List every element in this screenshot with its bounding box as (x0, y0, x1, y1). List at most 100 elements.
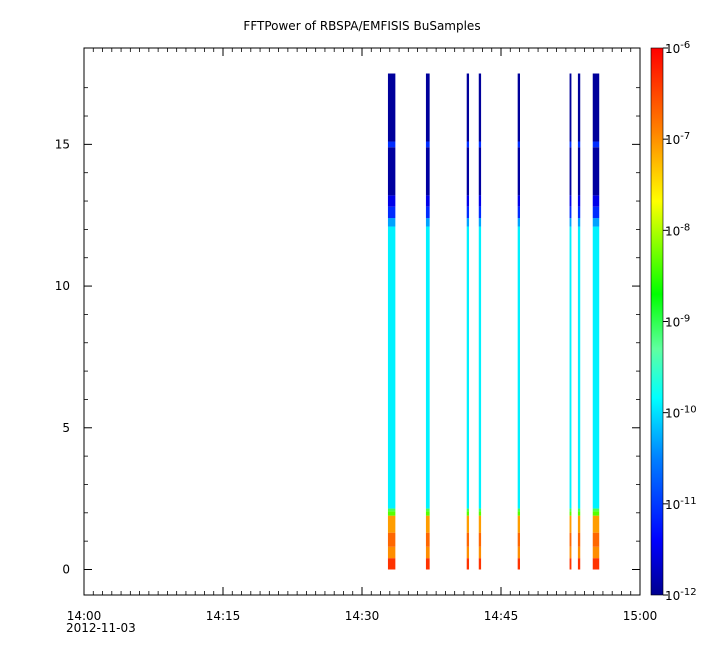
y-tick-label: 15 (55, 137, 70, 151)
burst-3-cell-11 (466, 147, 470, 196)
x-tick-label: 15:00 (623, 609, 658, 623)
burst-8-cell-8 (592, 218, 600, 227)
burst-7-cell-12 (577, 141, 581, 148)
burst-4-cell-10 (478, 195, 482, 207)
burst-4-cell-9 (478, 206, 482, 219)
burst-7-cell-2 (577, 546, 581, 559)
burst-3-cell-7 (466, 226, 470, 509)
burst-4-cell-8 (478, 218, 482, 227)
burst-1-cell-11 (387, 147, 396, 196)
burst-1-cell-2 (387, 546, 396, 559)
burst-1-cell-13 (387, 73, 396, 142)
burst-1-cell-3 (387, 532, 396, 547)
colorbar-tick-label: 10-12 (665, 587, 697, 603)
burst-6-cell-3 (569, 532, 572, 547)
burst-8-cell-7 (592, 226, 600, 509)
burst-8-cell-2 (592, 546, 600, 559)
burst-8-cell-6 (592, 508, 600, 512)
burst-8-cell-1 (592, 558, 600, 570)
colorbar: 10-6 10-7 10-8 10-9 10-10 10-11 10-12 (650, 40, 697, 603)
burst-6-cell-10 (569, 195, 572, 207)
burst-2-cell-1 (425, 558, 430, 570)
burst-8 (592, 73, 600, 570)
x-tick-label: 14:45 (484, 609, 519, 623)
burst-7-cell-8 (577, 218, 581, 227)
burst-6-cell-1 (569, 558, 572, 570)
burst-5-cell-11 (517, 147, 520, 196)
burst-5-cell-7 (517, 226, 520, 509)
burst-6 (569, 73, 572, 570)
colorbar-tick-label: 10-10 (665, 405, 697, 421)
burst-3-cell-4 (466, 515, 470, 533)
burst-8-cell-12 (592, 141, 600, 148)
burst-4 (478, 73, 482, 570)
burst-1-cell-8 (387, 218, 396, 227)
colorbar-ticks: 10-6 10-7 10-8 10-9 10-10 10-11 10-12 (663, 40, 697, 603)
burst-1-cell-4 (387, 515, 396, 533)
burst-3-cell-2 (466, 546, 470, 559)
burst-2-cell-12 (425, 141, 430, 148)
plot-area (83, 47, 641, 596)
burst-4-cell-3 (478, 532, 482, 547)
burst-4-cell-11 (478, 147, 482, 196)
burst-6-cell-9 (569, 206, 572, 219)
burst-5-cell-4 (517, 515, 520, 533)
burst-4-cell-13 (478, 73, 482, 142)
burst-3-cell-8 (466, 218, 470, 227)
burst-1-cell-6 (387, 508, 396, 512)
x-axis: 14:00 14:15 14:30 14:45 15:00 (67, 48, 658, 623)
burst-2 (425, 73, 430, 570)
burst-1-cell-12 (387, 141, 396, 148)
burst-7-cell-4 (577, 515, 581, 533)
burst-4-cell-4 (478, 515, 482, 533)
y-tick-label: 10 (55, 279, 70, 293)
x-tick-label: 14:00 (67, 609, 102, 623)
burst-3-cell-9 (466, 206, 470, 219)
burst-5-cell-13 (517, 73, 520, 142)
burst-8-cell-3 (592, 532, 600, 547)
y-tick-label: 5 (62, 421, 70, 435)
burst-7-cell-7 (577, 226, 581, 509)
burst-7-cell-9 (577, 206, 581, 219)
burst-2-cell-4 (425, 515, 430, 533)
burst-1-cell-1 (387, 558, 396, 570)
x-tick-label: 14:15 (206, 609, 241, 623)
burst-8-cell-11 (592, 147, 600, 196)
colorbar-gradient (650, 47, 664, 596)
burst-1-cell-7 (387, 226, 396, 509)
burst-8-cell-4 (592, 515, 600, 533)
burst-3-cell-3 (466, 532, 470, 547)
burst-2-cell-10 (425, 195, 430, 207)
x-minor-ticks (92, 48, 632, 595)
burst-2-cell-5 (425, 511, 430, 516)
burst-7-cell-3 (577, 532, 581, 547)
colorbar-tick-label: 10-7 (665, 131, 690, 147)
burst-7 (577, 73, 581, 570)
burst-3 (466, 73, 470, 570)
burst-4-cell-5 (478, 511, 482, 516)
burst-4-cell-6 (478, 508, 482, 512)
burst-6-cell-8 (569, 218, 572, 227)
colorbar-tick-label: 10-6 (665, 40, 690, 56)
burst-2-cell-8 (425, 218, 430, 227)
colorbar-tick-label: 10-11 (665, 496, 697, 512)
burst-5 (517, 73, 520, 570)
burst-6-cell-13 (569, 73, 572, 142)
burst-3-cell-6 (466, 508, 470, 512)
burst-1-cell-9 (387, 206, 396, 219)
burst-3-cell-1 (466, 558, 470, 570)
y-tick-label: 0 (62, 562, 70, 576)
burst-5-cell-10 (517, 195, 520, 207)
burst-5-cell-8 (517, 218, 520, 227)
plot-frame (83, 47, 641, 596)
burst-3-cell-12 (466, 141, 470, 148)
burst-3-cell-10 (466, 195, 470, 207)
colorbar-tick-label: 10-9 (665, 314, 690, 330)
burst-4-cell-2 (478, 546, 482, 559)
burst-1 (387, 73, 396, 570)
burst-5-cell-12 (517, 141, 520, 148)
burst-8-cell-10 (592, 195, 600, 207)
spectrogram-bursts (387, 73, 600, 570)
burst-1-cell-10 (387, 195, 396, 207)
